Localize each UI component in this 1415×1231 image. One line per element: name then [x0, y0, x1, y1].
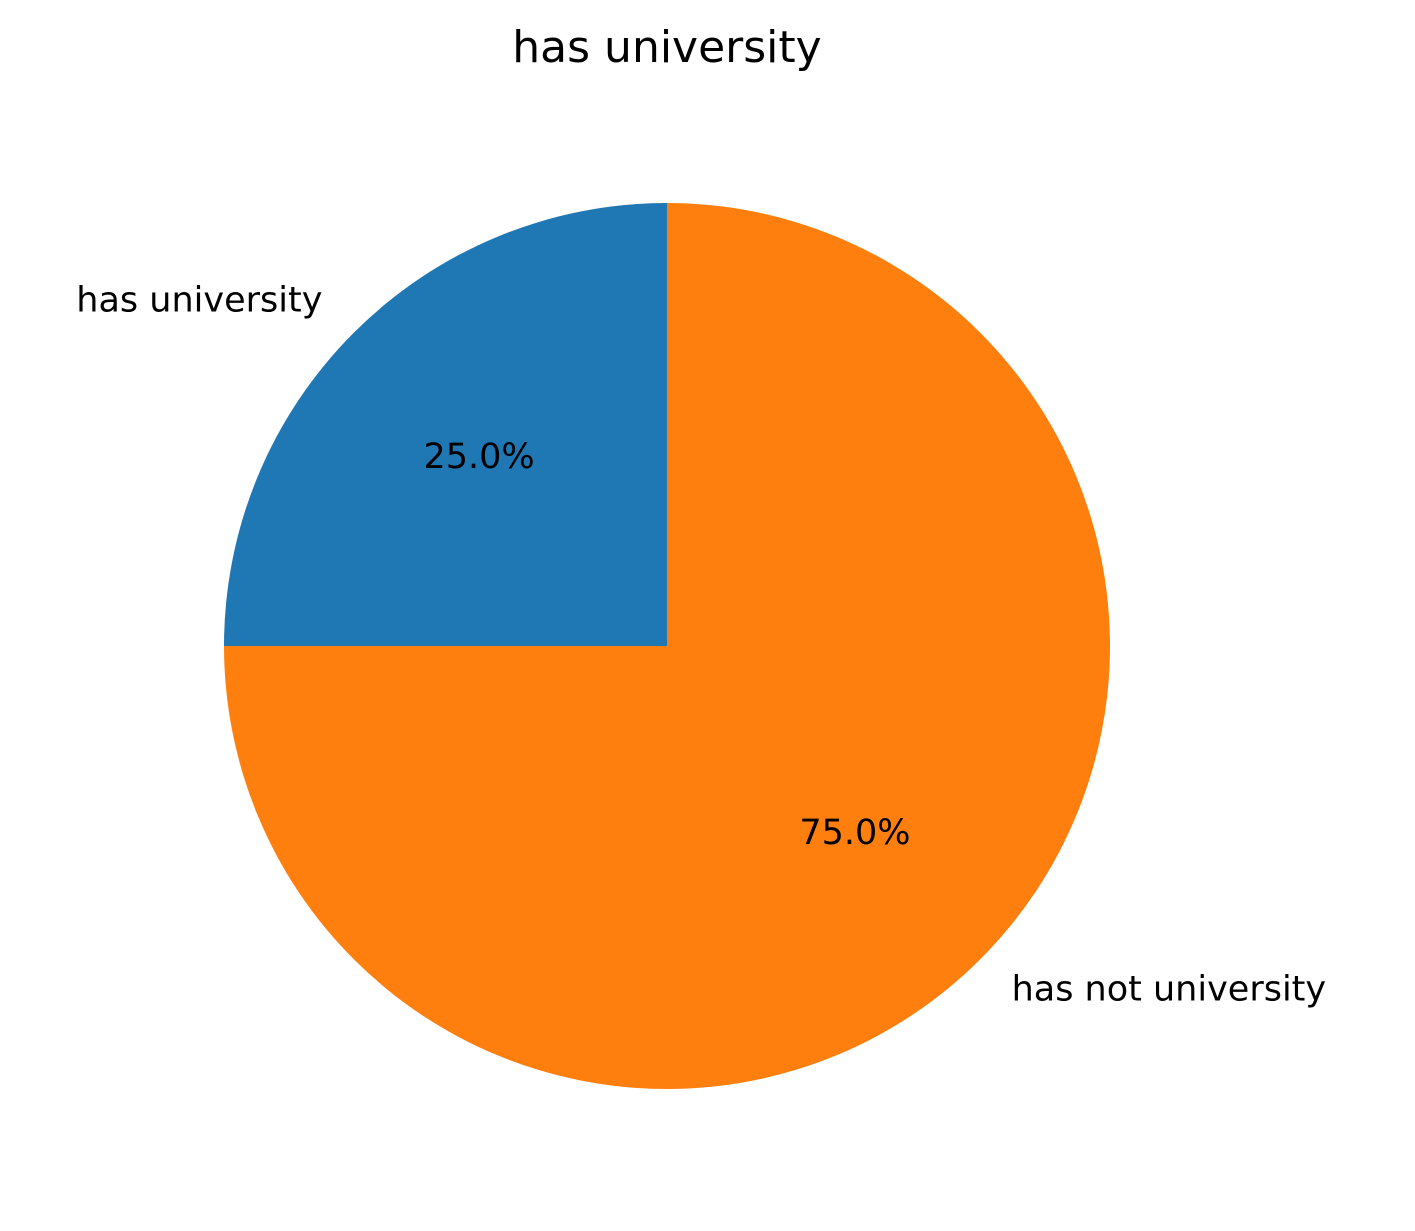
slice-percent-has-not-university: 75.0%	[799, 813, 910, 853]
pie-slice-has-university	[224, 203, 667, 646]
slice-label-has-university: has university	[76, 280, 322, 320]
slice-label-has-not-university: has not university	[1012, 970, 1327, 1010]
pie-slice-has-not-university	[224, 203, 1110, 1089]
slice-percent-has-university: 25.0%	[423, 437, 534, 477]
chart-title: has university	[512, 22, 822, 73]
